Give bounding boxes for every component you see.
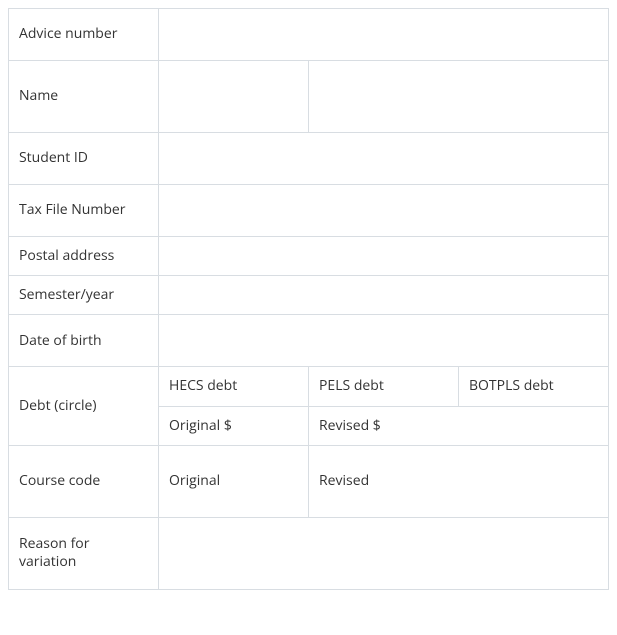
label-student-id: Student ID <box>9 133 159 185</box>
label-dob: Date of birth <box>9 315 159 367</box>
label-reason: Reason for variation <box>9 517 159 589</box>
value-name-left <box>159 61 309 133</box>
label-debt: Debt (circle) <box>9 367 159 445</box>
value-semester-year <box>159 276 609 315</box>
course-original: Original <box>159 445 309 517</box>
row-dob: Date of birth <box>9 315 609 367</box>
value-tfn <box>159 185 609 237</box>
debt-revised-label: Revised $ <box>309 406 609 445</box>
row-tfn: Tax File Number <box>9 185 609 237</box>
row-name: Name <box>9 61 609 133</box>
label-postal: Postal address <box>9 237 159 276</box>
label-name: Name <box>9 61 159 133</box>
value-postal <box>159 237 609 276</box>
row-semester-year: Semester/year <box>9 276 609 315</box>
value-reason <box>159 517 609 589</box>
value-name-right <box>309 61 609 133</box>
debt-original-label: Original $ <box>159 406 309 445</box>
value-advice-number <box>159 9 609 61</box>
row-postal: Postal address <box>9 237 609 276</box>
value-dob <box>159 315 609 367</box>
label-semester-year: Semester/year <box>9 276 159 315</box>
row-reason: Reason for variation <box>9 517 609 589</box>
row-advice-number: Advice number <box>9 9 609 61</box>
debt-option-pels: PELS debt <box>309 367 459 406</box>
label-advice-number: Advice number <box>9 9 159 61</box>
label-tfn: Tax File Number <box>9 185 159 237</box>
row-student-id: Student ID <box>9 133 609 185</box>
form-table: Advice number Name Student ID Tax File N… <box>8 8 609 590</box>
value-student-id <box>159 133 609 185</box>
row-debt-options: Debt (circle) HECS debt PELS debt BOTPLS… <box>9 367 609 406</box>
label-course-code: Course code <box>9 445 159 517</box>
debt-option-botpls: BOTPLS debt <box>459 367 609 406</box>
course-revised: Revised <box>309 445 609 517</box>
debt-option-hecs: HECS debt <box>159 367 309 406</box>
row-course-code: Course code Original Revised <box>9 445 609 517</box>
